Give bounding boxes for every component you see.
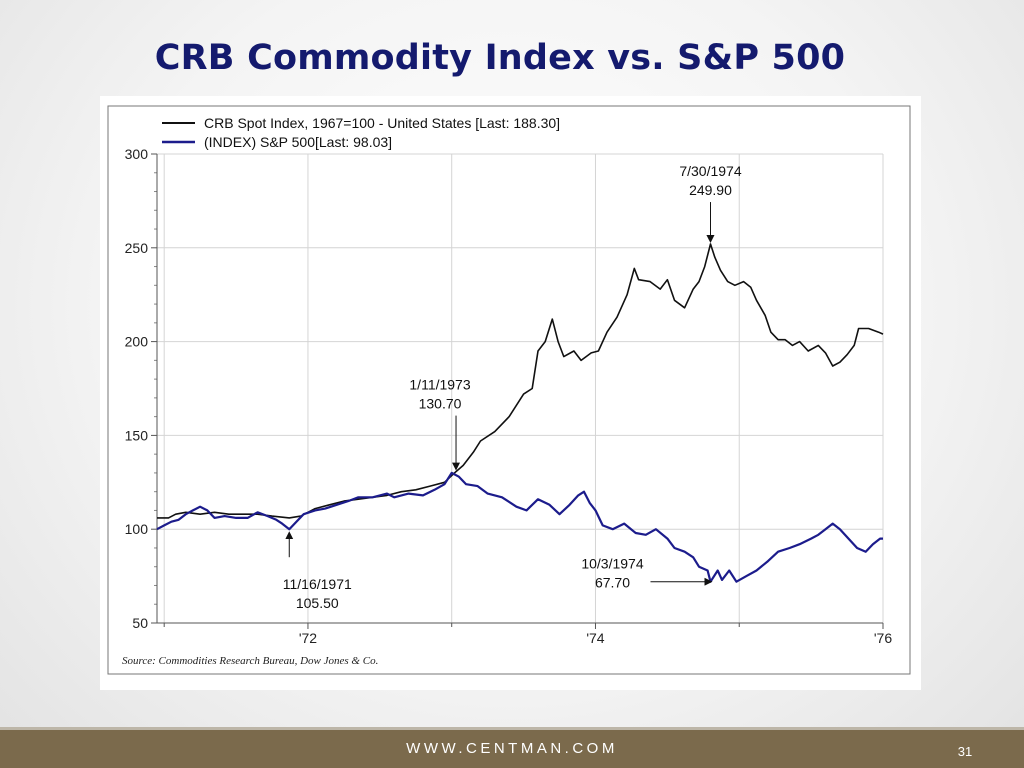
page-number: 31 bbox=[957, 744, 973, 759]
series-layer bbox=[156, 243, 884, 583]
legend: CRB Spot Index, 1967=100 - United States… bbox=[162, 115, 560, 150]
line-chart: 50 100 150 200 250 300 '72 '74 '76 11/16/1971 10… bbox=[107, 105, 911, 675]
footer-bar bbox=[0, 730, 1024, 768]
annotation-date: 7/30/1974 bbox=[679, 163, 741, 179]
chart-frame bbox=[107, 105, 911, 675]
legend-label-spx: (INDEX) S&P 500[Last: 98.03] bbox=[204, 134, 392, 150]
x-tick-label: '76 bbox=[874, 630, 892, 646]
x-tick-label: '74 bbox=[586, 630, 604, 646]
y-tick-label: 300 bbox=[125, 146, 149, 162]
y-tick-label: 250 bbox=[125, 240, 149, 256]
chart-source: Source: Commodities Research Bureau, Dow… bbox=[122, 655, 378, 667]
y-axis: 50 100 150 200 250 300 bbox=[125, 146, 158, 631]
x-tick-label: '72 bbox=[299, 630, 317, 646]
grid-lines bbox=[157, 153, 884, 624]
annotation-value: 105.50 bbox=[296, 595, 339, 611]
y-tick-label: 50 bbox=[132, 615, 148, 631]
annotation-layer: 11/16/1971 105.50 1/11/1973 130.70 7/30/1974… bbox=[283, 163, 742, 611]
slide-title: CRB Commodity Index vs. S&P 500 bbox=[154, 38, 846, 78]
series-line-spx bbox=[156, 471, 883, 583]
annotation-value: 249.90 bbox=[689, 182, 732, 198]
legend-label-crb: CRB Spot Index, 1967=100 - United States… bbox=[204, 115, 560, 131]
y-tick-label: 150 bbox=[125, 427, 149, 443]
series-line-crb bbox=[157, 243, 884, 519]
y-tick-label: 100 bbox=[125, 521, 149, 537]
x-axis: '72 '74 '76 bbox=[157, 622, 892, 646]
annotation-date: 11/16/1971 bbox=[283, 576, 352, 592]
chart-card: 50 100 150 200 250 300 '72 '74 '76 11/16/1971 10… bbox=[100, 96, 921, 690]
annotation-date: 10/3/1974 bbox=[581, 556, 643, 572]
annotation-value: 130.70 bbox=[419, 396, 462, 412]
footer-divider bbox=[0, 727, 1024, 730]
y-tick-label: 200 bbox=[125, 334, 149, 350]
annotation-value: 67.70 bbox=[595, 575, 630, 591]
annotation-date: 1/11/1973 bbox=[409, 377, 470, 393]
footer-url: WWW.CENTMAN.COM bbox=[406, 740, 618, 757]
